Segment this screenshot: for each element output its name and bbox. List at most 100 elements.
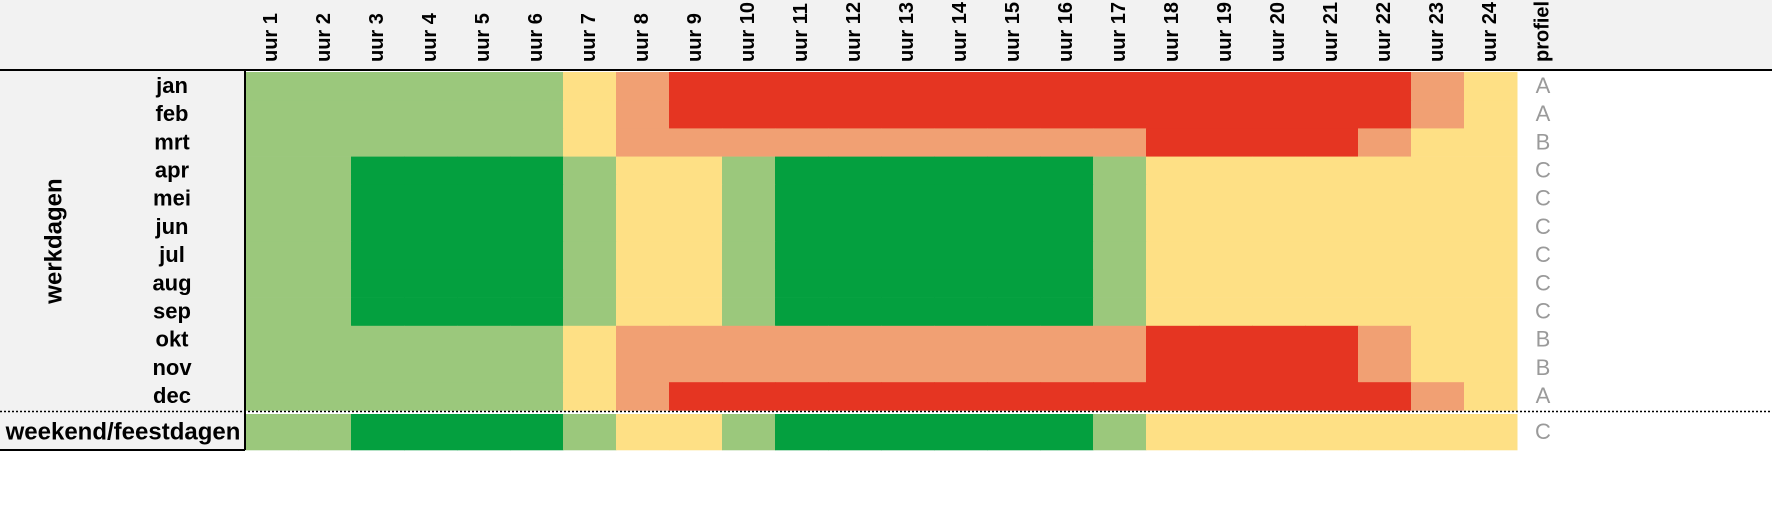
cell — [298, 184, 352, 214]
cell — [934, 297, 988, 327]
cell — [1358, 241, 1412, 270]
column-header: uur 21 — [1320, 2, 1342, 62]
profile-label: A — [1536, 101, 1551, 126]
cell — [510, 297, 564, 327]
cell — [404, 184, 458, 214]
cell — [934, 241, 988, 270]
cell — [828, 269, 882, 298]
cell — [828, 354, 882, 383]
cell — [351, 297, 405, 327]
cell — [1093, 72, 1147, 101]
cell — [828, 72, 882, 101]
cell — [775, 269, 829, 298]
cell — [404, 297, 458, 327]
cell — [1464, 414, 1518, 451]
cell — [298, 269, 352, 298]
column-header: uur 22 — [1373, 2, 1395, 62]
cell — [1358, 156, 1412, 186]
cell — [351, 213, 405, 242]
cell — [987, 156, 1041, 186]
profile-label: C — [1535, 158, 1551, 183]
cell — [298, 128, 352, 157]
cell — [987, 72, 1041, 101]
cell — [669, 156, 723, 186]
column-header: uur 19 — [1214, 2, 1236, 62]
column-header: uur 20 — [1267, 2, 1289, 62]
row-label: jul — [158, 242, 185, 267]
cell — [457, 184, 511, 214]
cell — [616, 100, 670, 129]
cell — [563, 72, 617, 101]
group-label: werkdagen — [40, 178, 67, 304]
column-header: uur 18 — [1161, 2, 1183, 62]
cell — [881, 382, 935, 411]
column-header: uur 14 — [949, 1, 971, 62]
profile-label: C — [1535, 186, 1551, 211]
row-label: feb — [156, 101, 189, 126]
cell — [1252, 297, 1306, 327]
profile-label: C — [1535, 419, 1551, 444]
cell — [563, 325, 617, 355]
cell — [1358, 72, 1412, 101]
cell — [616, 414, 670, 451]
cell — [828, 213, 882, 242]
cell — [1252, 325, 1306, 355]
column-header: uur 1 — [260, 13, 282, 62]
profile-label: B — [1536, 327, 1551, 352]
cell — [457, 72, 511, 101]
cell — [934, 156, 988, 186]
cell — [669, 269, 723, 298]
cell — [934, 354, 988, 383]
cell — [722, 128, 776, 157]
cell — [1252, 128, 1306, 157]
cell — [510, 382, 564, 411]
row-label: jan — [155, 73, 188, 98]
row-label: apr — [155, 158, 190, 183]
cell — [245, 325, 299, 355]
cell — [616, 156, 670, 186]
cell — [1146, 213, 1200, 242]
cell — [298, 414, 352, 451]
row-label: jun — [155, 214, 189, 239]
cell — [669, 382, 723, 411]
column-header: uur 24 — [1479, 1, 1501, 62]
cell — [828, 128, 882, 157]
cell — [1305, 241, 1359, 270]
cell — [722, 184, 776, 214]
cell — [987, 414, 1041, 451]
cell — [404, 72, 458, 101]
cell — [510, 100, 564, 129]
cell — [510, 269, 564, 298]
cell — [1146, 325, 1200, 355]
cell — [1146, 382, 1200, 411]
cell — [1305, 297, 1359, 327]
cell — [775, 213, 829, 242]
cell — [1411, 297, 1465, 327]
cell — [1093, 128, 1147, 157]
cell — [616, 184, 670, 214]
cell — [1040, 241, 1094, 270]
cell — [1146, 156, 1200, 186]
cell — [404, 156, 458, 186]
cell — [775, 325, 829, 355]
cell — [351, 128, 405, 157]
cell — [298, 213, 352, 242]
cell — [510, 156, 564, 186]
column-header: uur 11 — [790, 3, 812, 62]
cell — [1358, 269, 1412, 298]
cell — [245, 184, 299, 214]
cell — [1358, 325, 1412, 355]
cell — [722, 382, 776, 411]
cell — [881, 184, 935, 214]
cell — [245, 100, 299, 129]
cell — [563, 354, 617, 383]
cell — [1305, 325, 1359, 355]
cell — [1464, 297, 1518, 327]
cell — [722, 213, 776, 242]
cell — [1305, 414, 1359, 451]
cell — [934, 414, 988, 451]
cell — [722, 100, 776, 129]
cell — [1464, 184, 1518, 214]
cell — [1093, 184, 1147, 214]
cell — [1146, 269, 1200, 298]
